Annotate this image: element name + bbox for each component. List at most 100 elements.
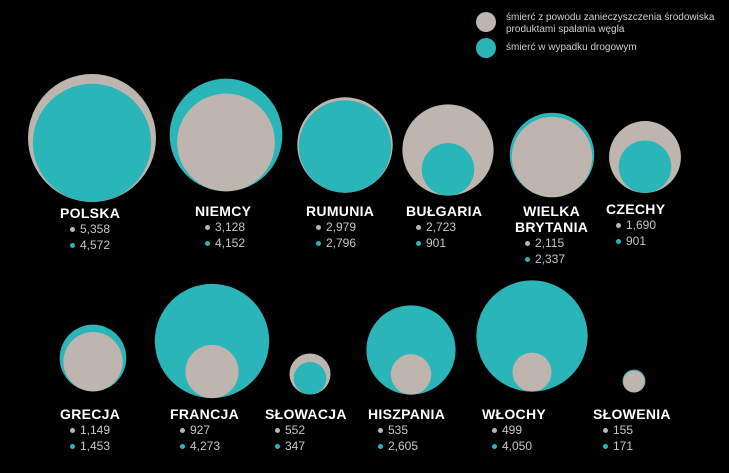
country-block-słowacja: SŁOWACJA 552 347 (265, 406, 347, 454)
country-block-czechy: CZECHY 1,690 901 (606, 201, 665, 249)
bubble-pollution-wielka-brytania (511, 116, 593, 198)
dot-icon (205, 225, 210, 230)
legend-swatch-pollution (476, 12, 496, 32)
dot-icon (616, 223, 621, 228)
legend-item-road: śmierć w wypadku drogowym (476, 36, 726, 60)
dot-icon (180, 444, 185, 449)
bubble-pollution-grecja (63, 332, 123, 392)
value-pollution: 2,115 (525, 235, 588, 251)
value-pollution: 3,128 (205, 219, 251, 235)
value-road: 347 (275, 438, 347, 454)
country-block-rumunia: RUMUNIA 2,979 2,796 (306, 203, 374, 251)
country-block-hiszpania: HISZPANIA 535 2,605 (368, 406, 445, 454)
value-text-road: 2,337 (535, 252, 566, 266)
value-road: 1,453 (70, 438, 120, 454)
country-name: HISZPANIA (368, 406, 446, 422)
value-text-pollution: 535 (388, 423, 409, 437)
country-block-niemcy: NIEMCY 3,128 4,152 (195, 203, 251, 251)
value-text-road: 2,796 (326, 236, 357, 250)
value-road: 4,050 (492, 438, 546, 454)
dot-icon (525, 241, 530, 246)
dot-icon (275, 428, 280, 433)
dot-icon (603, 444, 608, 449)
country-block-polska: POLSKA 5,358 4,572 (60, 205, 120, 253)
value-text-pollution: 2,115 (535, 236, 565, 250)
value-road: 4,273 (180, 438, 239, 454)
dot-icon (70, 444, 75, 449)
value-text-pollution: 552 (285, 423, 306, 437)
value-text-pollution: 155 (613, 423, 634, 437)
bubble-road-bułgaria (421, 143, 475, 196)
bubble-road-hiszpania (366, 305, 456, 395)
country-block-włochy: WŁOCHY 499 4,050 (482, 406, 546, 454)
legend-swatch-road (476, 38, 496, 58)
dot-icon (378, 444, 383, 449)
value-text-pollution: 2,723 (426, 220, 457, 234)
country-name: BUŁGARIA (406, 203, 483, 219)
value-road: 2,337 (525, 251, 588, 267)
legend-item-pollution: śmierć z powodu zanieczyszczenia środowi… (476, 10, 726, 36)
value-text-road: 2,605 (388, 439, 419, 453)
value-pollution: 927 (180, 422, 239, 438)
bubble-road-francja (154, 283, 270, 399)
dot-icon (492, 444, 497, 449)
dot-icon (378, 428, 383, 433)
value-text-pollution: 2,979 (326, 220, 357, 234)
dot-icon (616, 239, 621, 244)
country-block-francja: FRANCJA 927 4,273 (170, 406, 239, 454)
legend-label-road: śmierć w wypadku drogowym (506, 42, 637, 53)
bubble-road-słowacja (293, 361, 327, 395)
dot-icon (70, 428, 75, 433)
value-pollution: 499 (492, 422, 546, 438)
value-text-road: 4,152 (215, 236, 246, 250)
country-name: NIEMCY (195, 203, 252, 219)
bubble-pollution-słowenia (623, 370, 645, 393)
dot-icon (525, 257, 530, 262)
bubble-road-czechy (618, 140, 672, 193)
bubble-road-polska (32, 83, 152, 202)
dot-icon (180, 428, 185, 433)
value-text-road: 1,453 (80, 439, 111, 453)
value-road: 171 (603, 438, 671, 454)
dot-icon (70, 227, 75, 232)
country-name: WŁOCHY (482, 406, 547, 422)
value-text-pollution: 499 (502, 423, 523, 437)
value-pollution: 1,690 (616, 217, 665, 233)
country-name: WIELKA BRYTANIA (515, 203, 589, 235)
dot-icon (70, 243, 75, 248)
dot-icon (316, 241, 321, 246)
bubble-pollution-hiszpania (390, 354, 432, 395)
bubble-pollution-francja (185, 344, 239, 399)
country-block-słowenia: SŁOWENIA 155 171 (593, 406, 671, 454)
country-name: RUMUNIA (306, 203, 375, 219)
value-pollution: 155 (603, 422, 671, 438)
dot-icon (416, 241, 421, 246)
bubble-road-włochy (476, 280, 588, 392)
dot-icon (205, 241, 210, 246)
value-road: 901 (416, 235, 482, 251)
dot-icon (416, 225, 421, 230)
value-pollution: 552 (275, 422, 347, 438)
value-pollution: 2,979 (316, 219, 374, 235)
country-name: SŁOWACJA (265, 406, 347, 422)
country-name: CZECHY (606, 201, 666, 217)
value-road: 2,605 (378, 438, 445, 454)
value-road: 4,152 (205, 235, 251, 251)
value-text-pollution: 5,358 (80, 222, 111, 236)
dot-icon (492, 428, 497, 433)
dot-icon (603, 428, 608, 433)
country-name: SŁOWENIA (593, 406, 671, 422)
bubble-pollution-włochy (512, 352, 552, 392)
value-road: 4,572 (70, 237, 120, 253)
legend-label-pollution: śmierć z powodu zanieczyszczenia środowi… (506, 12, 715, 35)
value-text-road: 4,273 (190, 439, 221, 453)
value-pollution: 1,149 (70, 422, 120, 438)
country-block-grecja: GRECJA 1,149 1,453 (60, 406, 120, 454)
bubble-road-rumunia (298, 100, 392, 193)
value-text-pollution: 3,128 (215, 220, 246, 234)
bubble-pollution-niemcy (177, 93, 275, 192)
value-text-road: 4,050 (502, 439, 533, 453)
value-pollution: 2,723 (416, 219, 482, 235)
value-pollution: 535 (378, 422, 445, 438)
value-road: 901 (616, 233, 665, 249)
